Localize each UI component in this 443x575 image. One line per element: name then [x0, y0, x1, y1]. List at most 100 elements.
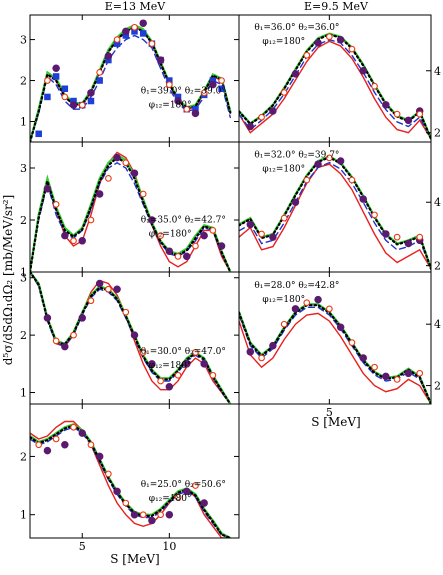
column-title-right: E=9.5 MeV [304, 0, 369, 13]
data-point-open-circle [348, 45, 356, 53]
panel-frame [29, 141, 240, 273]
data-point-purple-dot [269, 233, 277, 241]
data-point-purple-dot [174, 97, 182, 105]
data-point-purple-dot [359, 354, 367, 362]
data-point-open-circle [326, 305, 333, 313]
series-line-green [30, 23, 232, 142]
data-point-purple-dot [113, 487, 121, 496]
panel-annotation: φ₁₂=180° [262, 37, 305, 47]
data-point-open-circle [87, 441, 95, 449]
data-point-open-circle [371, 82, 378, 90]
data-point-purple-dot [78, 237, 87, 245]
data-point-open-circle [122, 308, 130, 316]
data-point-purple-dot [165, 510, 174, 519]
data-point-purple-dot [404, 116, 413, 125]
panel-e13-1: 1 2 3 θ₁=39.0° θ₂=39.0° φ₁₂=180° [20, 14, 240, 143]
data-point-open-circle [113, 36, 121, 43]
data-point-purple-dot [183, 487, 191, 496]
panel-annotation: φ₁₂=180° [149, 361, 192, 371]
data-point-purple-dot [104, 52, 113, 60]
data-point-purple-dot [336, 157, 345, 165]
series-line-blue [30, 161, 231, 272]
data-point-open-circle [371, 211, 378, 219]
y-tick-label: 2 [20, 450, 27, 463]
data-point-purple-dot [95, 452, 104, 461]
data-point-purple-dot [43, 314, 52, 322]
data-point-purple-dot [246, 220, 255, 229]
data-point-purple-dot [61, 441, 69, 449]
data-point-purple-dot [314, 39, 322, 47]
data-point-purple-dot [183, 252, 191, 261]
data-point-open-circle [78, 101, 86, 109]
data-point-open-circle [70, 331, 77, 339]
data-point-purple-dot [382, 372, 390, 381]
data-point-purple-dot [139, 19, 147, 27]
plot-area [239, 32, 431, 140]
data-point-open-circle [131, 23, 138, 31]
data-point-purple-dot [52, 64, 60, 73]
data-point-open-circle [371, 363, 378, 371]
data-point-purple-dot [246, 348, 255, 356]
x-tick-label: 10 [162, 540, 176, 553]
data-point-purple-dot [122, 27, 130, 36]
panel-annotation: θ₁=39.0° θ₂=39.0° [141, 87, 226, 97]
series-line-green [30, 272, 232, 404]
panel-annotation: φ₁₂=180° [149, 494, 192, 504]
data-point-purple-dot [359, 195, 367, 203]
series-line-blue [239, 306, 431, 404]
data-point-purple-dot [148, 516, 156, 525]
plot-area [30, 272, 232, 404]
data-point-blue-square [35, 130, 42, 138]
y-tick-label: 1 [20, 509, 27, 522]
y-tick-label: 2 [20, 75, 27, 88]
data-point-open-circle [280, 214, 288, 222]
data-point-purple-dot [78, 314, 87, 322]
column-title-left: E=13 MeV [105, 0, 167, 13]
y-tick-label: 1 [20, 266, 27, 279]
data-point-open-circle [326, 33, 333, 41]
data-point-purple-dot [61, 231, 69, 240]
data-point-purple-dot [404, 239, 413, 248]
x-tick-label: 5 [79, 540, 86, 553]
x-tick-label: 5 [326, 406, 333, 419]
data-point-purple-dot [69, 101, 78, 109]
plot-area [30, 420, 232, 538]
y-tick-label: 1 [20, 116, 27, 129]
data-point-purple-dot [78, 429, 87, 437]
data-point-open-circle [393, 376, 401, 383]
data-point-purple-dot [291, 305, 300, 313]
data-point-open-circle [416, 233, 424, 241]
data-point-purple-dot [200, 499, 208, 507]
data-point-open-circle [303, 299, 311, 307]
data-point-blue-square [96, 77, 103, 84]
data-point-purple-dot [246, 122, 255, 131]
y-tick-label: 3 [20, 162, 27, 175]
panel-annotation: φ₁₂=180° [262, 295, 305, 305]
panel-frame [238, 271, 432, 405]
data-point-open-circle [105, 285, 112, 293]
data-point-purple-dot [87, 89, 95, 97]
data-point-open-circle [52, 201, 60, 208]
data-point-purple-dot [43, 446, 52, 455]
data-point-purple-dot [61, 342, 69, 351]
data-point-open-circle [192, 482, 199, 489]
data-point-purple-dot [336, 323, 345, 332]
data-point-purple-dot [269, 107, 277, 115]
panel-annotation: θ₁=35.0° θ₂=42.7° [141, 216, 226, 226]
data-point-open-circle [174, 493, 182, 501]
data-point-open-circle [192, 348, 199, 356]
data-point-blue-square [44, 93, 51, 101]
data-point-open-circle [87, 216, 95, 224]
series-line-black [239, 33, 431, 140]
data-point-purple-dot [269, 341, 277, 350]
data-point-open-circle [218, 77, 225, 84]
series-line-blue [30, 272, 231, 404]
y-tick-label: 2 [20, 214, 27, 227]
data-point-open-circle [174, 371, 182, 379]
data-point-purple-dot [130, 510, 139, 519]
data-point-open-circle [416, 110, 424, 118]
data-point-open-circle [105, 175, 112, 182]
panel-annotation: θ₁=30.0° θ₂=47.0° [141, 347, 226, 357]
data-point-open-circle [416, 369, 424, 377]
